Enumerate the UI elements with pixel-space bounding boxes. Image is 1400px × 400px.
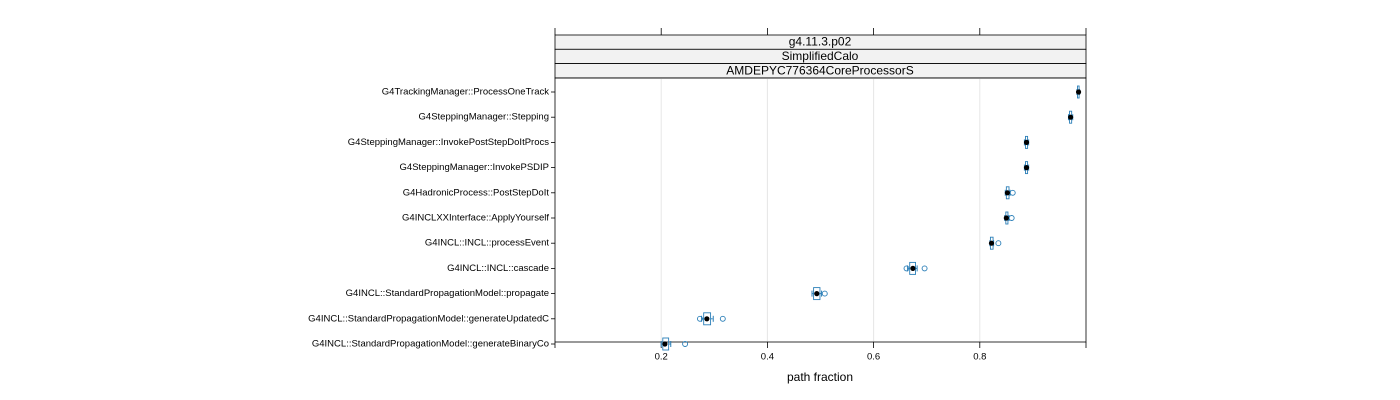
x-axis-title: path fraction xyxy=(787,370,853,384)
median xyxy=(1075,89,1082,95)
median xyxy=(1068,114,1074,120)
y-tick-label: G4SteppingManager::Stepping xyxy=(419,112,549,123)
median xyxy=(910,265,916,271)
box xyxy=(909,261,916,275)
median xyxy=(704,316,710,322)
y-tick-label: G4INCL::StandardPropagationModel::genera… xyxy=(312,339,549,350)
y-tick-label: G4SteppingManager::InvokePSDIP xyxy=(400,162,549,173)
outlier xyxy=(995,240,1002,247)
y-tick-label: G4INCLXXInterface::ApplyYourself xyxy=(402,213,549,224)
y-tick-label: G4INCL::StandardPropagationModel::genera… xyxy=(308,313,549,324)
strip-text: AMDEPYC776364CoreProcessorS xyxy=(726,63,913,77)
y-tick-label: G4TrackingManager::ProcessOneTrack xyxy=(382,87,549,98)
x-tick-label: 0.6 xyxy=(867,352,880,363)
strip-text: g4.11.3.p02 xyxy=(789,35,852,49)
median xyxy=(988,240,995,246)
outlier xyxy=(921,265,928,272)
y-tick-label: G4INCL::INCL::processEvent xyxy=(425,238,549,249)
median xyxy=(1023,165,1030,171)
median xyxy=(1003,215,1009,221)
outlier xyxy=(682,341,689,347)
box xyxy=(813,287,821,301)
y-tick-label: G4INCL::INCL::cascade xyxy=(447,263,549,274)
median xyxy=(1004,190,1011,196)
median xyxy=(662,341,668,347)
box xyxy=(703,312,712,326)
outlier xyxy=(1009,189,1016,196)
x-tick-label: 0.2 xyxy=(655,352,668,363)
y-tick-label: G4SteppingManager::InvokePostStepDoItPro… xyxy=(348,137,549,148)
panel xyxy=(554,77,1087,343)
outlier xyxy=(1008,215,1015,221)
median xyxy=(1023,139,1030,145)
outlier xyxy=(697,315,703,322)
x-tick-label: 0.8 xyxy=(973,352,986,363)
outlier xyxy=(719,315,726,322)
strip-text: SimplifiedCalo xyxy=(782,49,859,63)
outlier xyxy=(903,265,910,272)
outlier xyxy=(821,290,828,297)
median xyxy=(814,291,820,297)
y-tick-label: G4INCL::StandardPropagationModel::propag… xyxy=(346,288,549,299)
y-tick-label: G4HadronicProcess::PostStepDoIt xyxy=(403,187,550,198)
x-tick-label: 0.4 xyxy=(761,352,774,363)
